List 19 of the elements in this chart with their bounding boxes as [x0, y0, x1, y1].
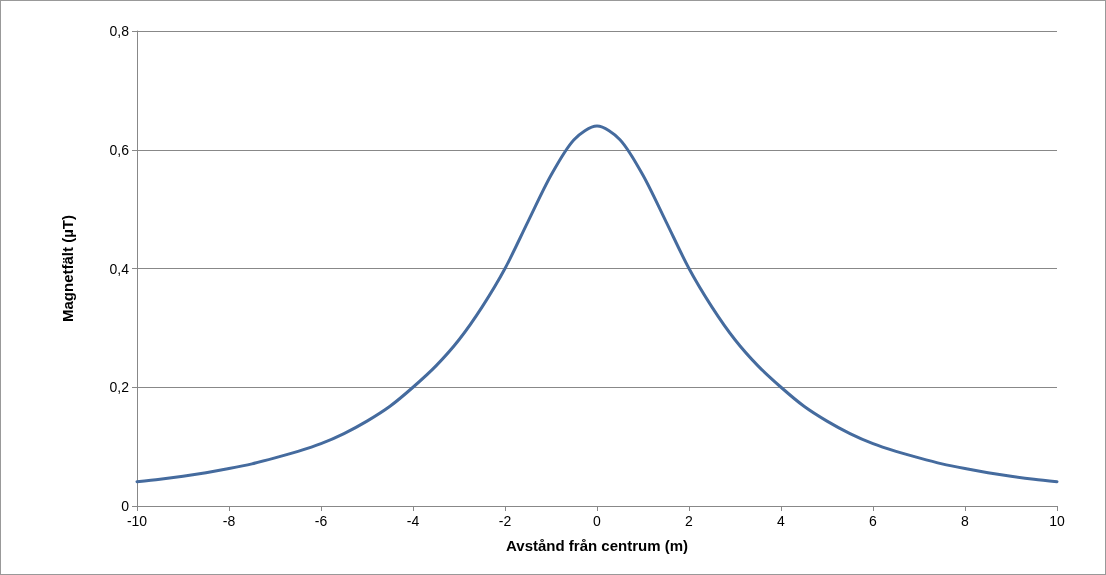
x-tick-label: 0: [593, 513, 602, 529]
y-tick-label: 0,4: [109, 260, 130, 277]
y-tick-label: 0,2: [109, 379, 130, 396]
x-tick-label: 8: [961, 513, 970, 529]
x-tick-label: 10: [1049, 513, 1065, 529]
x-tick-label: 6: [869, 513, 878, 529]
x-axis-title: Avstånd från centrum (m): [506, 537, 688, 554]
x-tick-label: -6: [314, 513, 328, 529]
x-tick-label: -8: [222, 513, 236, 529]
line-series: [135, 124, 1059, 484]
y-axis-title: Magnetfält (µT): [59, 215, 76, 322]
y-tick-label: 0: [121, 498, 130, 514]
x-tick-label: -4: [406, 513, 420, 529]
x-tick-label: 4: [777, 513, 786, 529]
x-tick-label: -2: [498, 513, 512, 529]
y-tick-label: 0,6: [109, 141, 130, 158]
y-tick-label: 0,8: [109, 23, 130, 39]
x-tick-label: -10: [126, 513, 148, 529]
x-tick-label: 2: [685, 513, 694, 529]
